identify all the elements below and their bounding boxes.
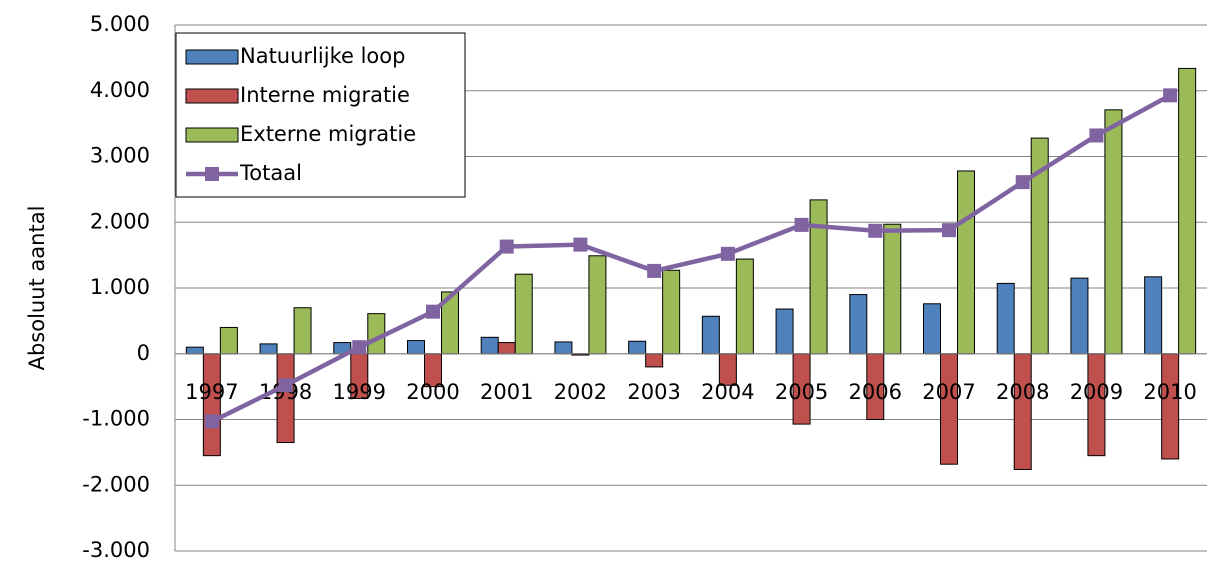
y-tick-label: -2.000 <box>82 472 150 496</box>
bar <box>202 353 221 457</box>
line-marker <box>1163 88 1178 103</box>
y-tick-label: 3.000 <box>90 144 150 168</box>
bar <box>514 273 533 355</box>
legend-label: Natuurlijke loop <box>240 44 405 68</box>
bar <box>1087 353 1106 457</box>
y-tick-label: 1.000 <box>90 275 150 299</box>
y-tick-label: 2.000 <box>90 209 150 233</box>
legend-swatch <box>185 49 239 65</box>
line-marker <box>1015 175 1030 190</box>
line-marker <box>573 237 588 252</box>
bar <box>996 282 1015 355</box>
bar <box>1144 276 1163 355</box>
bar <box>1104 109 1123 355</box>
line-marker <box>794 217 809 232</box>
x-tick-label: 2007 <box>922 380 975 404</box>
x-tick-label: 2002 <box>554 380 607 404</box>
bar <box>701 315 720 355</box>
x-tick-label: 2009 <box>1070 380 1123 404</box>
line-marker <box>499 239 514 254</box>
legend-swatch <box>185 88 239 104</box>
y-tick-label: 4.000 <box>90 78 150 102</box>
legend-label: Totaal <box>239 161 302 185</box>
x-tick-label: 2000 <box>406 380 459 404</box>
bar <box>1161 353 1180 460</box>
y-axis-title: Absoluut aantal <box>25 206 49 371</box>
bar <box>1013 353 1032 470</box>
bar <box>293 307 312 355</box>
bar <box>185 346 204 355</box>
bar <box>923 303 941 355</box>
bar <box>407 340 425 355</box>
bar <box>1178 67 1197 355</box>
bar <box>588 255 607 355</box>
bar <box>662 269 681 355</box>
x-tick-label: 1997 <box>185 380 238 404</box>
bar <box>883 223 902 355</box>
line-marker <box>868 223 883 238</box>
legend-label: Interne migratie <box>240 83 410 107</box>
line-marker <box>426 304 440 319</box>
x-tick-label: 2001 <box>480 380 533 404</box>
y-tick-label: -3.000 <box>82 538 150 561</box>
x-tick-label: 2004 <box>701 380 754 404</box>
y-tick-label: -1.000 <box>82 407 150 431</box>
legend-swatch <box>185 127 239 143</box>
bar <box>735 258 754 355</box>
bar <box>497 342 516 355</box>
bar <box>940 353 958 465</box>
bar <box>259 343 278 355</box>
bar <box>775 308 794 355</box>
bar <box>645 353 664 368</box>
line-marker <box>204 414 219 429</box>
bar <box>219 326 238 355</box>
line-marker <box>647 263 662 278</box>
x-tick-label: 2010 <box>1143 380 1196 404</box>
x-tick-label: 2006 <box>849 380 902 404</box>
line-marker <box>942 223 956 238</box>
bar <box>849 294 868 355</box>
line <box>210 93 1172 424</box>
line-marker <box>1089 128 1104 143</box>
x-tick-label: 1999 <box>333 380 386 404</box>
x-tick-label: 2008 <box>996 380 1049 404</box>
line-marker <box>278 378 293 393</box>
line-marker <box>720 246 735 261</box>
bar <box>957 170 975 355</box>
x-tick-label: 2003 <box>627 380 680 404</box>
legend-swatch <box>205 167 219 181</box>
bar <box>1070 277 1089 355</box>
bar <box>628 340 647 355</box>
y-tick-label: 5.000 <box>90 12 150 36</box>
bar <box>809 199 828 355</box>
legend-label: Externe migratie <box>240 122 416 146</box>
bar <box>554 341 573 355</box>
bar <box>480 336 499 355</box>
y-tick-label: 0 <box>137 341 150 365</box>
line-marker <box>352 340 367 355</box>
x-tick-label: 2005 <box>775 380 828 404</box>
